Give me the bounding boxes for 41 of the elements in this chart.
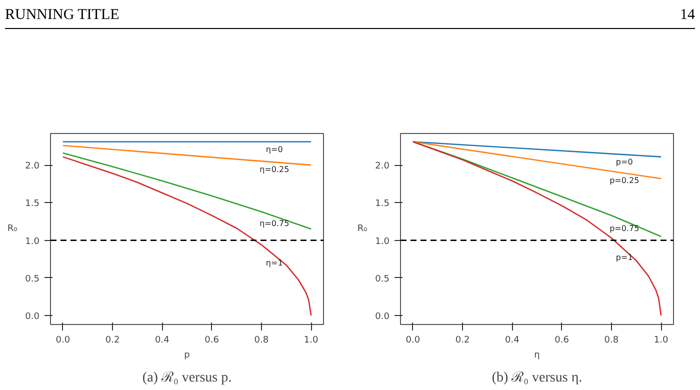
text: (b) ℛ₀ versus η. [492,370,582,386]
x-tick-label: 0.2 [105,336,120,346]
x-tick-label: 1.0 [304,336,319,346]
series-label: p=1 [616,252,633,262]
line-series [412,141,662,316]
x-tick-label: 1.0 [654,336,669,346]
series-label: η=0 [266,144,283,154]
y-tick-label: 1.0 [25,236,40,247]
x-axis-title: p [184,350,190,360]
series-label: p=0 [616,158,633,167]
x-axis-title: η [534,350,540,360]
x-tick-label: 0.8 [604,336,619,346]
x-tick-label: 0.0 [56,336,70,346]
y-tick-label: 0.0 [375,312,390,322]
x-tick-label: 0.6 [204,336,220,346]
x-tick-label: 0.2 [455,336,470,346]
x-tick-label: 0.4 [505,336,520,346]
series-label: p=0.75 [610,224,640,233]
y-tick-label: 1.5 [375,199,390,210]
y-tick-label: 1.0 [375,236,390,247]
series-label: η=1 [266,258,283,268]
y-tick-label: 1.5 [25,199,40,210]
text: RUNNING TITLE [5,6,120,25]
y-tick-label: 2.0 [25,162,40,172]
y-tick-label: 0.5 [25,274,40,284]
y-tick-label: 0.5 [375,274,390,284]
x-tick-label: 0.6 [554,336,570,346]
text: 14 [680,6,695,25]
y-axis-title: R₀ [7,224,18,234]
x-tick-label: 0.4 [155,336,170,346]
series-label: p=0.25 [610,176,640,186]
x-tick-label: 0.8 [254,336,269,346]
series-label: η=0.25 [260,165,290,174]
y-tick-label: 0.0 [25,312,40,322]
text: (a) ℛ₀ versus p. [142,370,232,386]
y-axis-title: R₀ [357,224,368,234]
y-tick-label: 2.0 [375,162,390,172]
series-label: η=0.75 [260,219,290,228]
x-tick-label: 0.0 [406,336,420,346]
line-series [62,152,312,230]
line-series [62,156,312,316]
